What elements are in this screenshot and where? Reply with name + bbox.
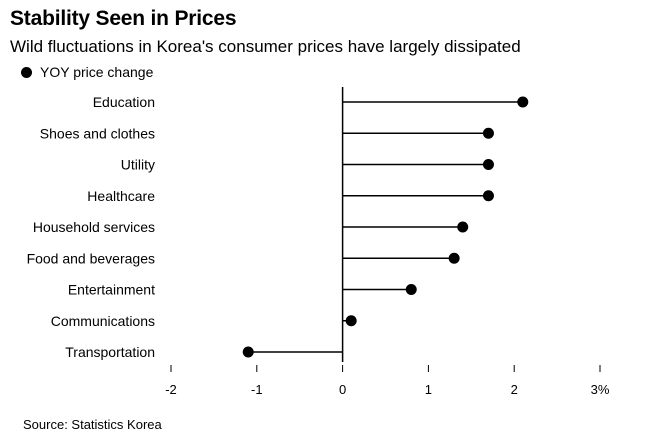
data-point <box>242 346 254 358</box>
category-label: Utility <box>121 157 155 173</box>
data-point <box>517 96 529 108</box>
data-point <box>482 190 494 202</box>
data-point <box>457 221 469 233</box>
category-label: Healthcare <box>87 188 155 204</box>
chart-subtitle: Wild fluctuations in Korea's consumer pr… <box>10 37 521 56</box>
data-points <box>242 96 529 358</box>
category-labels: Education Shoes and clothes Utility Healthc… <box>27 94 156 360</box>
data-point <box>405 284 417 295</box>
x-tick-label: 0 <box>339 382 346 397</box>
data-point <box>448 252 460 264</box>
legend-label: YOY price change <box>40 64 154 80</box>
category-label: Transportation <box>65 344 155 360</box>
x-tick-label: 2 <box>511 382 518 397</box>
stems <box>248 101 523 353</box>
category-label: Household services <box>33 219 155 235</box>
category-label: Communications <box>51 313 155 329</box>
data-point <box>345 315 357 327</box>
category-label: Shoes and clothes <box>40 125 155 141</box>
x-tick-label: 1 <box>425 382 432 397</box>
x-tick-label: -1 <box>251 382 263 397</box>
category-label: Food and beverages <box>27 250 155 266</box>
data-point <box>482 159 494 170</box>
source-note: Source: Statistics Korea <box>23 417 162 432</box>
x-tick-label: 3% <box>591 382 610 397</box>
category-label: Entertainment <box>68 282 155 298</box>
legend-marker-icon <box>21 66 32 78</box>
x-tick-label: -2 <box>165 382 177 397</box>
x-axis: -2 -1 0 1 2 3% <box>165 365 610 397</box>
category-label: Education <box>93 94 155 110</box>
data-point <box>482 127 494 139</box>
legend: YOY price change <box>21 64 153 80</box>
chart-title: Stability Seen in Prices <box>10 7 237 30</box>
